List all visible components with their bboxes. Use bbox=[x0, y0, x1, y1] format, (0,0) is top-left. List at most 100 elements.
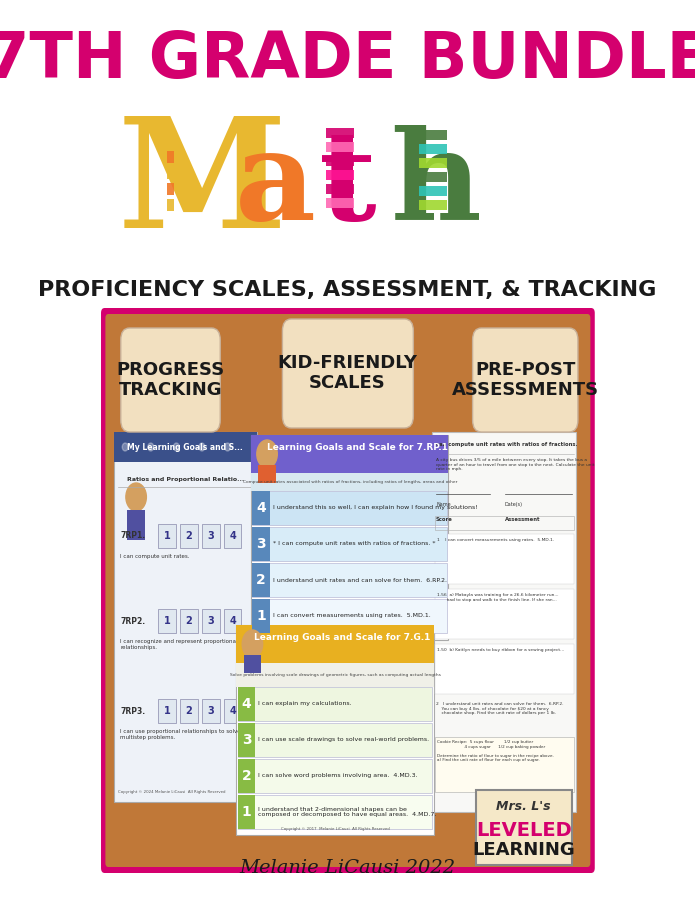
Bar bbox=[238, 723, 432, 757]
Bar bbox=[236, 663, 434, 687]
Text: 4: 4 bbox=[229, 531, 236, 541]
Text: a: a bbox=[235, 124, 316, 246]
Bar bbox=[434, 737, 573, 792]
Text: PROGRESS
TRACKING: PROGRESS TRACKING bbox=[116, 361, 224, 400]
Bar bbox=[114, 432, 257, 802]
Text: 4: 4 bbox=[256, 501, 266, 515]
Bar bbox=[158, 524, 176, 548]
Bar bbox=[252, 599, 270, 633]
Text: PROFICIENCY SCALES, ASSESSMENT, & TRACKING: PROFICIENCY SCALES, ASSESSMENT, & TRACKI… bbox=[38, 280, 657, 300]
Bar bbox=[238, 759, 255, 793]
Text: I can explain my calculations.: I can explain my calculations. bbox=[259, 701, 352, 706]
Text: Mrs. L's: Mrs. L's bbox=[496, 800, 551, 814]
Circle shape bbox=[242, 630, 263, 658]
Circle shape bbox=[148, 443, 154, 451]
Text: I can recognize and represent proportional
relationships.: I can recognize and represent proportion… bbox=[120, 639, 238, 650]
Text: I can use scale drawings to solve real-world problems.: I can use scale drawings to solve real-w… bbox=[259, 737, 430, 742]
Bar bbox=[252, 563, 270, 597]
Text: 3: 3 bbox=[256, 537, 266, 551]
Bar bbox=[224, 699, 241, 723]
Bar bbox=[327, 156, 354, 166]
Bar bbox=[224, 524, 241, 548]
FancyBboxPatch shape bbox=[106, 314, 590, 867]
Text: Ratios and Proportional Relatio...: Ratios and Proportional Relatio... bbox=[126, 476, 244, 482]
Circle shape bbox=[126, 483, 147, 511]
Circle shape bbox=[199, 443, 205, 451]
Text: 4: 4 bbox=[229, 706, 236, 716]
Bar bbox=[238, 795, 432, 829]
Bar bbox=[238, 759, 432, 793]
Text: 7RP1.: 7RP1. bbox=[120, 532, 145, 541]
Text: 4: 4 bbox=[242, 697, 252, 711]
Text: KID-FRIENDLY
SCALES: KID-FRIENDLY SCALES bbox=[277, 354, 418, 392]
Bar bbox=[158, 609, 176, 633]
Text: LEARNING: LEARNING bbox=[473, 841, 575, 859]
Bar bbox=[251, 435, 448, 473]
Text: a: a bbox=[235, 124, 316, 246]
Text: A city bus drives 3/5 of a mile between every stop. It takes the bus a
quarter o: A city bus drives 3/5 of a mile between … bbox=[436, 458, 594, 472]
Text: M: M bbox=[117, 111, 286, 259]
Text: Score: Score bbox=[436, 517, 453, 522]
Bar bbox=[236, 625, 434, 663]
Circle shape bbox=[122, 443, 128, 451]
Bar bbox=[434, 644, 573, 694]
FancyBboxPatch shape bbox=[473, 328, 578, 432]
Circle shape bbox=[174, 443, 179, 451]
Text: I can use proportional relationships to solve
multistep problems.: I can use proportional relationships to … bbox=[120, 729, 240, 740]
Text: * I can compute unit rates with ratios of fractions. *: * I can compute unit rates with ratios o… bbox=[273, 542, 435, 546]
Bar bbox=[180, 609, 197, 633]
Text: can compute unit rates with ratios of fractions.: can compute unit rates with ratios of fr… bbox=[436, 442, 578, 447]
Text: 7RP3.: 7RP3. bbox=[120, 706, 145, 716]
Bar bbox=[419, 158, 447, 168]
Text: Name: Name bbox=[436, 502, 450, 507]
Bar bbox=[167, 183, 174, 195]
Text: h: h bbox=[391, 124, 482, 246]
Text: My Learning Goals and S...: My Learning Goals and S... bbox=[127, 443, 243, 452]
Bar bbox=[251, 473, 448, 491]
Text: 1.56  a) Makayla was training for a 26.6 kilometer run...
       had to stop and: 1.56 a) Makayla was training for a 26.6 … bbox=[437, 593, 559, 601]
Bar bbox=[238, 687, 432, 721]
Bar bbox=[475, 790, 572, 865]
Bar bbox=[238, 795, 255, 829]
Text: I understand this so well, I can explain how I found my solutions!: I understand this so well, I can explain… bbox=[273, 506, 477, 510]
Text: 1: 1 bbox=[163, 616, 170, 626]
Text: h: h bbox=[391, 124, 482, 246]
Text: 2   I understand unit rates and can solve for them.  6.RP.2.
    You can buy 4 l: 2 I understand unit rates and can solve … bbox=[436, 702, 564, 716]
Bar bbox=[114, 432, 257, 462]
Text: Solve problems involving scale drawings of geometric figures, such as computing : Solve problems involving scale drawings … bbox=[229, 673, 441, 677]
Bar bbox=[127, 510, 145, 540]
Bar bbox=[238, 687, 255, 721]
Text: Melanie LiCausi 2022: Melanie LiCausi 2022 bbox=[240, 859, 456, 877]
Text: PRE-POST
ASSESSMENTS: PRE-POST ASSESSMENTS bbox=[452, 361, 599, 400]
Text: Learning Goals and Scale for 7.RP.1: Learning Goals and Scale for 7.RP.1 bbox=[267, 444, 448, 453]
Text: 3: 3 bbox=[242, 733, 252, 747]
Bar bbox=[327, 198, 354, 208]
Bar bbox=[434, 516, 573, 530]
Text: 2: 2 bbox=[186, 616, 192, 626]
Bar bbox=[327, 128, 354, 138]
Text: Compute unit rates associated with ratios of fractions, including ratios of leng: Compute unit rates associated with ratio… bbox=[243, 480, 457, 484]
Text: 2: 2 bbox=[242, 769, 252, 783]
Bar bbox=[434, 534, 573, 584]
Text: 1: 1 bbox=[256, 609, 266, 623]
FancyBboxPatch shape bbox=[101, 308, 595, 873]
Bar bbox=[252, 491, 447, 525]
Bar bbox=[158, 699, 176, 723]
Bar bbox=[251, 435, 448, 640]
Text: 3: 3 bbox=[207, 531, 214, 541]
Circle shape bbox=[224, 443, 231, 451]
Bar bbox=[327, 142, 354, 152]
Text: I can compute unit rates.: I can compute unit rates. bbox=[120, 554, 190, 559]
Text: Assessment: Assessment bbox=[505, 517, 540, 522]
Text: 1: 1 bbox=[163, 531, 170, 541]
Bar bbox=[180, 699, 197, 723]
Text: 7RP2.: 7RP2. bbox=[120, 616, 145, 625]
Text: Copyright © 2024 Melanie LiCausi  All Rights Reserved: Copyright © 2024 Melanie LiCausi All Rig… bbox=[118, 790, 225, 794]
Text: 1: 1 bbox=[163, 706, 170, 716]
Bar bbox=[252, 563, 447, 597]
Bar bbox=[259, 465, 276, 483]
Bar bbox=[202, 609, 220, 633]
Bar bbox=[236, 625, 434, 835]
Text: 3: 3 bbox=[207, 706, 214, 716]
Bar bbox=[252, 527, 270, 561]
